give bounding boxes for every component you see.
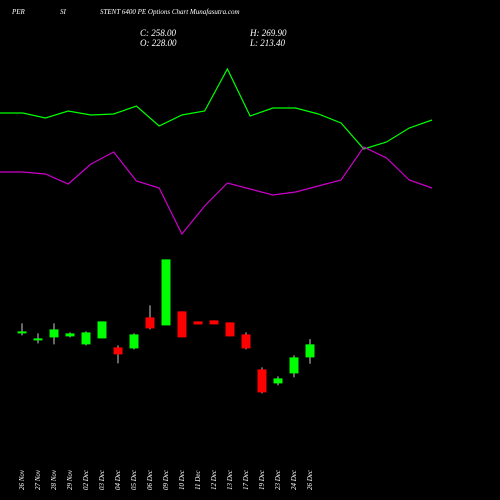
x-tick-label: 11 Dec <box>194 470 202 490</box>
x-tick-label: 13 Dec <box>226 469 234 490</box>
ohlc-label: L: 213.40 <box>249 38 286 48</box>
candle-body <box>257 369 267 393</box>
candle-body <box>65 333 75 337</box>
candle-body <box>273 378 283 384</box>
x-tick-label: 26 Dec <box>306 469 314 490</box>
x-tick-label: 19 Dec <box>258 469 266 490</box>
candle-body <box>225 322 235 337</box>
title-part: SI <box>60 8 67 16</box>
candle-body <box>241 334 251 349</box>
x-tick-label: 27 Nov <box>34 469 42 490</box>
x-tick-label: 24 Dec <box>290 469 298 490</box>
x-tick-label: 10 Dec <box>178 469 186 490</box>
candle-body <box>145 317 155 329</box>
x-tick-label: 02 Dec <box>82 469 90 490</box>
ohlc-label: H: 269.90 <box>249 28 287 38</box>
candle-body <box>305 344 315 358</box>
candle-body <box>129 334 139 349</box>
candle-body <box>193 321 203 325</box>
x-tick-label: 26 Nov <box>18 469 26 490</box>
x-tick-label: 09 Dec <box>162 469 170 490</box>
x-tick-label: 29 Nov <box>66 469 74 490</box>
x-tick-label: 23 Dec <box>274 469 282 490</box>
x-tick-label: 06 Dec <box>146 469 154 490</box>
x-tick-label: 05 Dec <box>130 469 138 490</box>
candle-body <box>97 321 107 339</box>
chart-title: STENT 6400 PE Options Chart Munafasutra.… <box>100 8 240 16</box>
candle-body <box>177 311 187 338</box>
candle-body <box>113 347 123 355</box>
candle-body <box>33 338 43 341</box>
candle-body <box>81 332 91 345</box>
indicator-line <box>0 146 433 236</box>
candle-body <box>49 329 59 338</box>
candle-body <box>17 331 27 334</box>
candle-body <box>161 259 171 326</box>
ohlc-label: O: 228.00 <box>140 38 177 48</box>
ohlc-label: C: 258.00 <box>140 28 177 38</box>
x-tick-label: 03 Dec <box>98 469 106 490</box>
x-tick-label: 28 Nov <box>50 469 58 490</box>
indicator-line <box>0 67 433 150</box>
x-tick-label: 17 Dec <box>242 469 250 490</box>
candle-body <box>289 357 299 374</box>
x-tick-label: 04 Dec <box>114 469 122 490</box>
x-tick-label: 12 Dec <box>210 469 218 490</box>
candle-body <box>209 320 219 325</box>
title-part: PER <box>11 8 26 16</box>
